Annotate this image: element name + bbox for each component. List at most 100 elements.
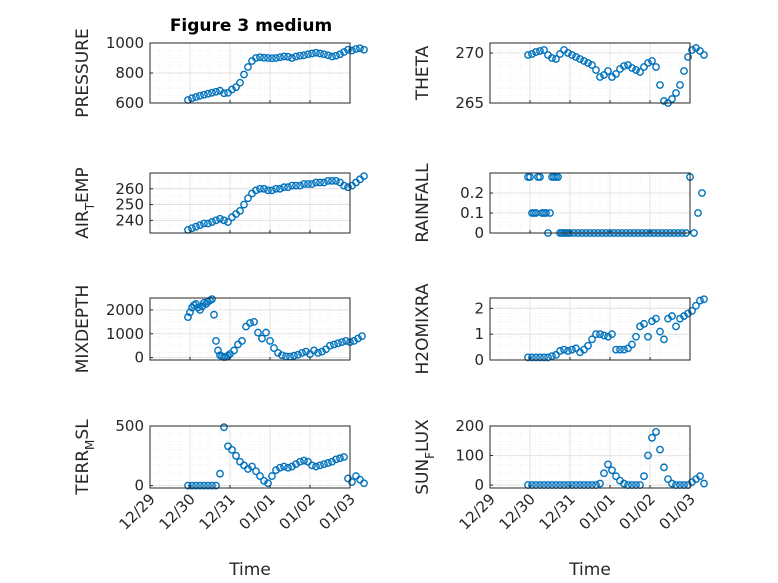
data-point — [652, 427, 660, 436]
data-point — [254, 328, 262, 337]
data-point — [318, 347, 326, 356]
data-point — [698, 189, 706, 197]
subplot-8: 0 100 200 SUNFLUX 12/2912/3012/3101/0101/020… — [413, 417, 708, 580]
x-tick-label: 01/03 — [316, 490, 359, 533]
data-point — [668, 312, 676, 320]
data-point — [620, 62, 628, 70]
data-point — [260, 476, 268, 485]
data-point — [360, 172, 368, 181]
data-point — [564, 347, 572, 355]
data-point — [238, 337, 246, 345]
data-point — [296, 51, 304, 60]
y-tick-label: 200 — [455, 417, 484, 435]
data-point — [548, 352, 556, 361]
data-point — [356, 475, 364, 484]
data-point — [274, 348, 282, 357]
data-point — [572, 53, 580, 61]
data-point — [230, 346, 238, 355]
x-tick-label: 12/30 — [156, 490, 199, 533]
data-point — [302, 347, 310, 356]
data-point — [340, 48, 348, 56]
x-tick-label: 01/02 — [616, 490, 659, 533]
data-point — [556, 347, 564, 355]
data-point — [524, 51, 532, 59]
data-point — [328, 176, 336, 185]
data-point — [532, 353, 540, 362]
y-tick-label: 0 — [474, 224, 484, 242]
y-tick-label: 0 — [134, 349, 144, 367]
data-point — [184, 481, 192, 490]
y-tick-label: 260 — [115, 180, 144, 198]
data-point — [560, 345, 568, 354]
data-point — [192, 222, 200, 231]
y-axis-label: H2OMIXRA — [413, 283, 433, 374]
data-point — [532, 48, 540, 56]
y-tick-label: 265 — [455, 94, 484, 112]
data-point — [276, 184, 284, 193]
x-tick-label: 01/01 — [236, 490, 279, 533]
data-point — [212, 87, 220, 96]
data-point — [544, 353, 552, 362]
data-point — [208, 481, 216, 490]
data-point — [264, 479, 272, 488]
y-axis-label: SUNFLUX — [413, 419, 437, 495]
data-point — [308, 461, 316, 470]
data-point — [700, 295, 708, 304]
data-point — [244, 194, 252, 203]
data-point — [588, 61, 596, 69]
data-point — [340, 453, 348, 461]
data-point — [676, 81, 684, 89]
data-point — [266, 337, 274, 345]
x-tick-label: 12/31 — [196, 490, 239, 533]
data-point — [244, 63, 252, 71]
data-point — [262, 328, 270, 337]
x-tick-label: 12/31 — [536, 490, 579, 533]
data-point — [276, 463, 284, 472]
data-point — [296, 457, 304, 466]
data-point — [240, 200, 248, 209]
data-point — [672, 89, 680, 97]
data-point — [680, 67, 688, 75]
data-point — [248, 462, 256, 471]
data-point — [536, 173, 544, 181]
data-point — [220, 89, 228, 98]
data-point — [358, 332, 366, 341]
data-point — [298, 348, 306, 357]
data-point — [216, 214, 224, 223]
data-point — [580, 57, 588, 65]
data-point — [556, 50, 564, 58]
data-point — [356, 44, 364, 53]
data-point — [256, 472, 264, 480]
y-tick-label: 1 — [474, 325, 484, 343]
data-point — [330, 340, 338, 349]
data-point — [288, 181, 296, 190]
y-tick-label: 0.2 — [460, 184, 484, 202]
x-tick-label: 01/03 — [656, 490, 699, 533]
data-point — [250, 317, 258, 326]
x-tick-label: 12/29 — [116, 490, 159, 533]
data-point — [640, 319, 648, 328]
data-point — [292, 181, 300, 190]
data-point — [332, 176, 340, 185]
axes-box — [489, 172, 691, 234]
data-point — [272, 54, 280, 62]
data-point — [292, 52, 300, 61]
data-point — [660, 463, 668, 472]
data-point — [668, 479, 676, 488]
data-point — [624, 344, 632, 353]
data-point — [656, 81, 664, 89]
data-point — [352, 472, 360, 480]
data-point — [188, 481, 196, 490]
data-point — [292, 460, 300, 469]
data-point — [644, 451, 652, 460]
data-point — [264, 186, 272, 195]
y-tick-label: 800 — [115, 64, 144, 82]
y-tick-label: 1000 — [106, 325, 144, 343]
data-point — [628, 64, 636, 72]
data-point — [320, 50, 328, 59]
data-point — [272, 466, 280, 475]
data-point — [572, 344, 580, 353]
data-point — [188, 224, 196, 233]
data-point — [204, 219, 212, 228]
